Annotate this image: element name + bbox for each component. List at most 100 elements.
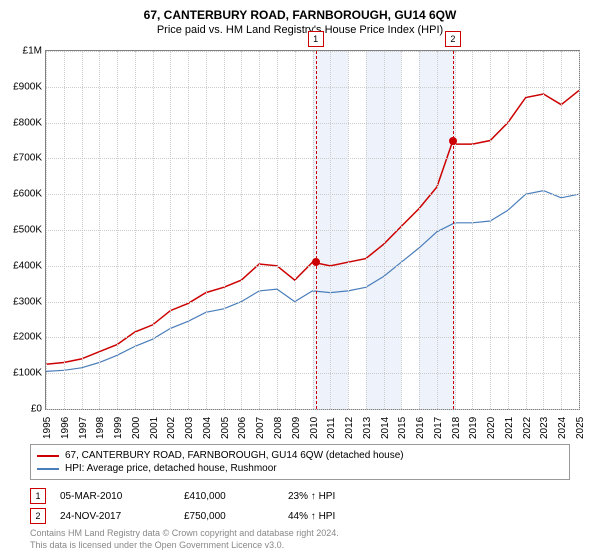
gridline-v — [259, 51, 260, 409]
sale-datapoint — [312, 258, 320, 266]
gridline-v — [135, 51, 136, 409]
legend-item-property: 67, CANTERBURY ROAD, FARNBOROUGH, GU14 6… — [37, 449, 563, 462]
x-tick-label: 2008 — [273, 417, 284, 439]
x-tick-label: 2005 — [220, 417, 231, 439]
x-tick-label: 2013 — [362, 417, 373, 439]
x-tick-label: 1995 — [42, 417, 53, 439]
gridline-v — [206, 51, 207, 409]
gridline-v — [348, 51, 349, 409]
x-tick-label: 2001 — [149, 417, 160, 439]
chart-title: 67, CANTERBURY ROAD, FARNBOROUGH, GU14 6… — [0, 0, 600, 22]
gridline-v — [472, 51, 473, 409]
y-tick-label: £100K — [4, 368, 42, 379]
gridline-v — [561, 51, 562, 409]
chart-subtitle: Price paid vs. HM Land Registry's House … — [0, 22, 600, 36]
gridline-h — [46, 409, 579, 410]
x-tick-label: 2022 — [522, 417, 533, 439]
gridline-v — [188, 51, 189, 409]
x-tick-label: 1998 — [95, 417, 106, 439]
gridline-v — [366, 51, 367, 409]
gridline-v — [64, 51, 65, 409]
sale-row-2: 2 24-NOV-2017 £750,000 44% ↑ HPI — [30, 506, 388, 526]
sale-date-1: 05-MAR-2010 — [60, 491, 170, 502]
legend-swatch-property — [37, 455, 59, 457]
sale-marker-line — [453, 51, 454, 409]
gridline-v — [170, 51, 171, 409]
legend-swatch-hpi — [37, 468, 59, 470]
x-tick-label: 2024 — [557, 417, 568, 439]
x-tick-label: 2020 — [486, 417, 497, 439]
footer-attribution: Contains HM Land Registry data © Crown c… — [30, 528, 339, 551]
sale-price-2: £750,000 — [184, 511, 274, 522]
sale-marker-1: 1 — [30, 488, 46, 504]
x-tick-label: 1999 — [113, 417, 124, 439]
sale-row-1: 1 05-MAR-2010 £410,000 23% ↑ HPI — [30, 486, 388, 506]
x-tick-label: 2017 — [433, 417, 444, 439]
x-tick-label: 2011 — [326, 417, 337, 439]
y-tick-label: £800K — [4, 117, 42, 128]
gridline-v — [241, 51, 242, 409]
gridline-v — [99, 51, 100, 409]
gridline-v — [117, 51, 118, 409]
gridline-v — [153, 51, 154, 409]
sales-table: 1 05-MAR-2010 £410,000 23% ↑ HPI 2 24-NO… — [30, 486, 388, 526]
figure-container: 67, CANTERBURY ROAD, FARNBOROUGH, GU14 6… — [0, 0, 600, 560]
legend-box: 67, CANTERBURY ROAD, FARNBOROUGH, GU14 6… — [30, 444, 570, 480]
gridline-v — [277, 51, 278, 409]
gridline-v — [224, 51, 225, 409]
y-tick-label: £0 — [4, 404, 42, 415]
y-tick-label: £300K — [4, 296, 42, 307]
sale-datapoint — [449, 137, 457, 145]
y-tick-label: £700K — [4, 153, 42, 164]
sale-marker-line — [316, 51, 317, 409]
y-tick-label: £400K — [4, 260, 42, 271]
sale-marker-2: 2 — [30, 508, 46, 524]
footer-line-2: This data is licensed under the Open Gov… — [30, 540, 339, 552]
x-tick-label: 2006 — [237, 417, 248, 439]
gridline-v — [543, 51, 544, 409]
x-tick-label: 2014 — [380, 417, 391, 439]
gridline-v — [490, 51, 491, 409]
gridline-v — [437, 51, 438, 409]
x-tick-label: 2007 — [255, 417, 266, 439]
x-tick-label: 2018 — [451, 417, 462, 439]
sale-price-1: £410,000 — [184, 491, 274, 502]
gridline-v — [82, 51, 83, 409]
sale-date-2: 24-NOV-2017 — [60, 511, 170, 522]
x-tick-label: 2010 — [309, 417, 320, 439]
x-tick-label: 2003 — [184, 417, 195, 439]
sale-marker-badge: 2 — [445, 31, 461, 47]
x-tick-label: 2016 — [415, 417, 426, 439]
x-tick-label: 2004 — [202, 417, 213, 439]
gridline-v — [384, 51, 385, 409]
x-tick-label: 2012 — [344, 417, 355, 439]
x-tick-label: 2025 — [575, 417, 586, 439]
gridline-v — [508, 51, 509, 409]
gridline-v — [401, 51, 402, 409]
sale-diff-1: 23% ↑ HPI — [288, 491, 388, 502]
y-tick-label: £200K — [4, 332, 42, 343]
gridline-v — [526, 51, 527, 409]
legend-item-hpi: HPI: Average price, detached house, Rush… — [37, 462, 563, 475]
gridline-v — [313, 51, 314, 409]
chart-plot-area: £0£100K£200K£300K£400K£500K£600K£700K£80… — [45, 50, 580, 410]
sale-marker-badge: 1 — [308, 31, 324, 47]
y-tick-label: £600K — [4, 189, 42, 200]
gridline-v — [579, 51, 580, 409]
gridline-v — [455, 51, 456, 409]
gridline-v — [295, 51, 296, 409]
gridline-v — [46, 51, 47, 409]
x-tick-label: 2015 — [397, 417, 408, 439]
y-tick-label: £1M — [4, 46, 42, 57]
x-tick-label: 1997 — [78, 417, 89, 439]
x-tick-label: 2021 — [504, 417, 515, 439]
gridline-v — [419, 51, 420, 409]
x-tick-label: 2019 — [468, 417, 479, 439]
footer-line-1: Contains HM Land Registry data © Crown c… — [30, 528, 339, 540]
legend-label-property: 67, CANTERBURY ROAD, FARNBOROUGH, GU14 6… — [65, 450, 404, 461]
x-tick-label: 2002 — [166, 417, 177, 439]
y-tick-label: £900K — [4, 81, 42, 92]
x-tick-label: 1996 — [60, 417, 71, 439]
x-tick-label: 2023 — [539, 417, 550, 439]
legend-label-hpi: HPI: Average price, detached house, Rush… — [65, 463, 277, 474]
